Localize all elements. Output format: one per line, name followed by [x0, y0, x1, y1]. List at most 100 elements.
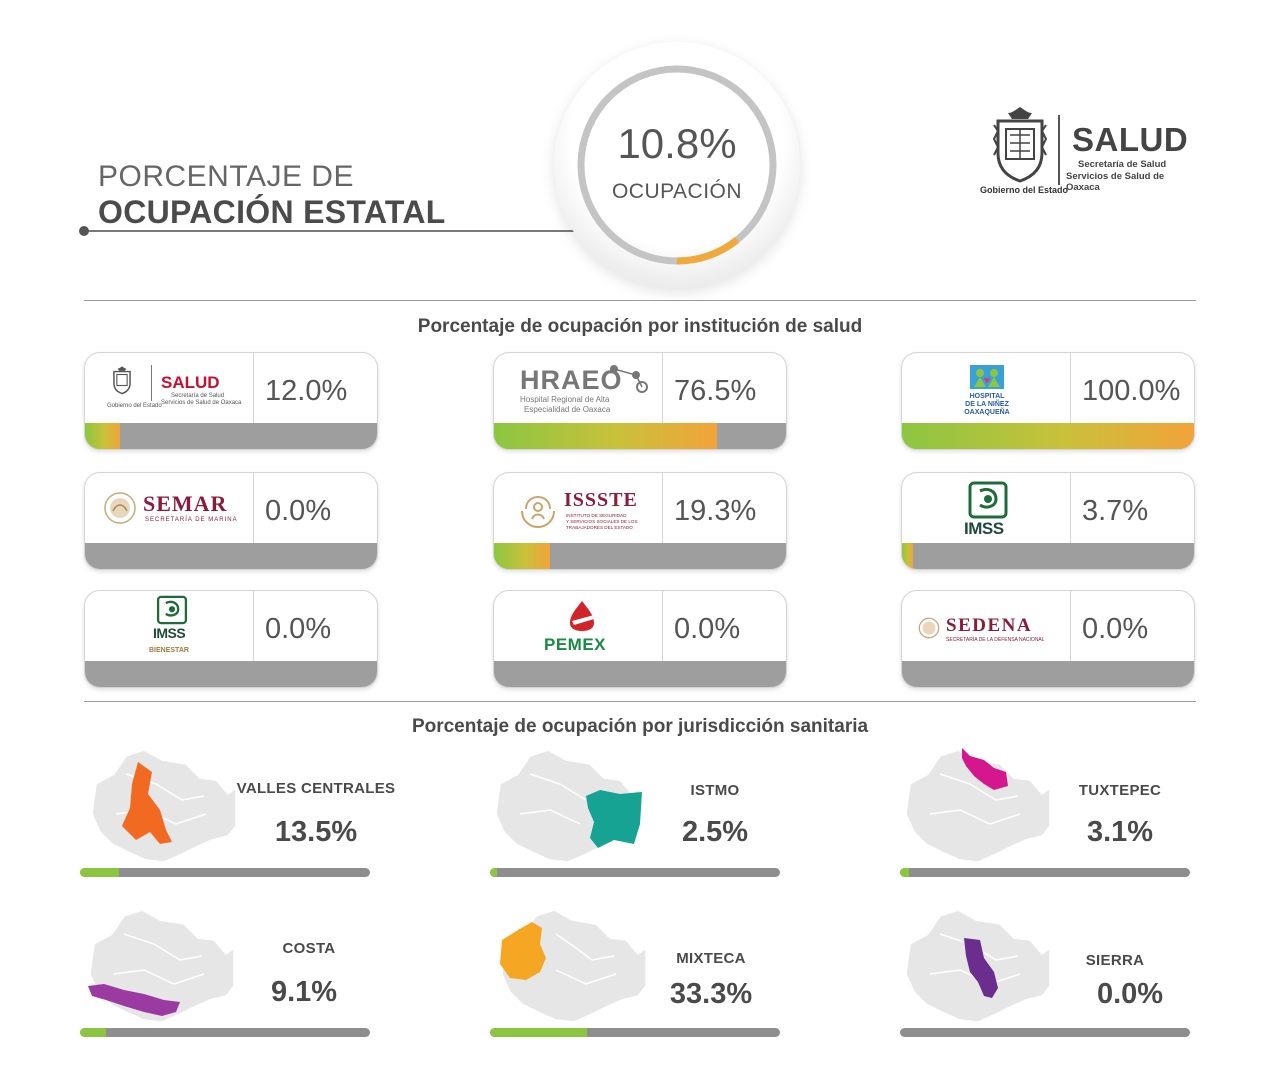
salud-logo-separator: [151, 365, 152, 401]
hospital-ninez-sub3: OAXAQUEÑA: [964, 409, 1010, 416]
jurisdiction-name: SIERRA: [1085, 952, 1145, 969]
institution-value: 3.7%: [1082, 495, 1149, 527]
imss-bienestar-sub1: BIENESTAR: [149, 647, 189, 654]
card-separator: [1070, 353, 1071, 425]
occupancy-bar: [85, 423, 377, 449]
occupancy-bar: [85, 543, 377, 569]
jurisdiction-value: 3.1%: [1086, 816, 1154, 848]
sedena-sub1: SECRETARÍA DE LA DEFENSA NACIONAL: [946, 637, 1045, 643]
jurisdiction-name: TUXTEPEC: [1078, 782, 1162, 799]
institution-card-pemex: PEMEX 0.0%: [493, 590, 787, 688]
hospital-ninez-logo: HOSPITAL DE LA NIÑEZ OAXAQUEÑA: [902, 353, 1070, 425]
oaxaca-map-icon: [500, 909, 647, 1023]
jurisdiction-bar: [80, 1028, 370, 1037]
jurisdiction-value: 2.5%: [681, 816, 749, 848]
imss-bienestar-logo: IMSS BIENESTAR: [85, 591, 253, 663]
overall-label: OCUPACIÓN: [611, 180, 743, 203]
occupancy-bar-fill: [902, 423, 1194, 449]
institution-card-imss-bienestar: IMSS BIENESTAR 0.0%: [84, 590, 378, 688]
pemex-logo: PEMEX: [494, 591, 662, 663]
overall-occupancy-gauge: 10.8% OCUPACIÓN: [554, 42, 800, 288]
hands-family-icon: [521, 495, 555, 529]
issste-logo: ISSSTE INSTITUTO DE SEGURIDAD Y SERVICIO…: [494, 473, 662, 545]
highlight-region: [962, 748, 1008, 790]
highlight-region: [586, 790, 642, 848]
card-separator: [662, 473, 663, 545]
sedena-name: SEDENA: [946, 615, 1033, 636]
issste-sub2: Y SERVICIOS SOCIALES DE LOS: [566, 519, 638, 524]
jurisdiction-name: MIXTECA: [676, 950, 746, 967]
national-seal-icon: [104, 492, 136, 524]
salud-name: SALUD: [161, 373, 220, 392]
institution-card-imss: IMSS 3.7%: [901, 472, 1195, 570]
occupancy-bar: [902, 661, 1194, 687]
occupancy-bar-fill: [494, 423, 718, 449]
jurisdiction-bar-fill: [490, 1028, 587, 1037]
card-separator: [253, 473, 254, 545]
logo-separator: [1058, 115, 1060, 185]
gauge-background: [554, 42, 800, 288]
jurisdiction-name: ISTMO: [690, 782, 740, 799]
jurisdiction-valles-centrales: VALLES CENTRALES 13.5%: [86, 744, 395, 894]
institution-card-hraeo: HRAEO Hospital Regional de Alta Especial…: [493, 352, 787, 450]
oaxaca-map-icon: [495, 749, 642, 863]
institution-card-salud: Gobierno del Estado SALUD Secretaría de …: [84, 352, 378, 450]
institution-value: 12.0%: [265, 375, 348, 407]
jurisdiction-bar: [900, 868, 1190, 877]
occupancy-bar-fill: [85, 423, 121, 449]
imss-eagle-icon: [156, 595, 188, 625]
jurisdictions-section-title: Porcentaje de ocupación por jurisdicción…: [411, 716, 869, 737]
institution-value: 19.3%: [674, 495, 757, 527]
divider-middle: [84, 701, 1196, 702]
occupancy-bar: [494, 543, 786, 569]
jurisdiction-bar-fill: [80, 868, 120, 877]
issste-sub3: TRABAJADORES DEL ESTADO: [566, 525, 633, 530]
occupancy-bar-fill: [494, 543, 551, 569]
divider-top: [84, 300, 1196, 301]
jurisdiction-bar-fill: [900, 868, 909, 877]
occupancy-bar: [85, 661, 377, 687]
institution-value: 0.0%: [1082, 613, 1149, 645]
salud-sub1: Secretaría de Salud: [171, 393, 225, 399]
title-underline: [84, 230, 574, 232]
hraeo-name: HRAEO: [520, 365, 623, 395]
salud-logo: Gobierno del Estado SALUD Secretaría de …: [85, 353, 253, 425]
hraeo-sub2: Especialidad de Oaxaca: [524, 405, 611, 414]
children-icon: [970, 365, 1004, 389]
jurisdiction-mixteca: MIXTECA 33.3%: [496, 904, 796, 1054]
occupancy-bar: [494, 423, 786, 449]
institution-card-sedena: SEDENA SECRETARÍA DE LA DEFENSA NACIONAL…: [901, 590, 1195, 688]
highlight-region: [964, 938, 998, 998]
semar-name: SEMAR: [143, 491, 228, 516]
card-separator: [253, 591, 254, 663]
occupancy-bar: [494, 661, 786, 687]
jurisdiction-name: VALLES CENTRALES: [236, 780, 396, 797]
salud-sub1: Secretaría de Salud: [1078, 159, 1167, 170]
jurisdiction-bar-fill: [490, 868, 498, 877]
institution-card-hospital-ninez: HOSPITAL DE LA NIÑEZ OAXAQUEÑA 100.0%: [901, 352, 1195, 450]
state-health-logo: Gobierno del Estado SALUD Secretaría de …: [980, 105, 1200, 195]
oaxaca-map-icon: [91, 749, 237, 863]
card-separator: [1070, 591, 1071, 663]
hospital-ninez-sub2: DE LA NIÑEZ: [965, 401, 1009, 408]
jurisdiction-bar: [80, 868, 370, 877]
molecule-icon: [610, 365, 648, 393]
imss-name: IMSS: [964, 519, 1004, 538]
jurisdiction-tuxtepec: TUXTEPEC 3.1%: [900, 744, 1200, 894]
semar-sub1: SECRETARÍA DE MARINA: [145, 517, 238, 523]
institution-card-issste: ISSSTE INSTITUTO DE SEGURIDAD Y SERVICIO…: [493, 472, 787, 570]
highlight-region: [500, 922, 546, 980]
jurisdiction-bar-fill: [80, 1028, 107, 1037]
national-seal-icon: [918, 617, 940, 639]
semar-logo: SEMAR SECRETARÍA DE MARINA: [85, 473, 253, 545]
sedena-logo: SEDENA SECRETARÍA DE LA DEFENSA NACIONAL: [902, 591, 1070, 663]
page-title-line2: OCUPACIÓN ESTATAL: [98, 194, 446, 230]
jurisdiction-value: 9.1%: [270, 976, 338, 1008]
institution-card-semar: SEMAR SECRETARÍA DE MARINA 0.0%: [84, 472, 378, 570]
jurisdiction-istmo: ISTMO 2.5%: [490, 744, 790, 894]
state-crest-icon: [113, 366, 131, 395]
salud-gob-label: Gobierno del Estado: [107, 403, 162, 409]
gauge-ring: [577, 65, 777, 265]
issste-name: ISSSTE: [564, 489, 638, 511]
card-separator: [662, 353, 663, 425]
